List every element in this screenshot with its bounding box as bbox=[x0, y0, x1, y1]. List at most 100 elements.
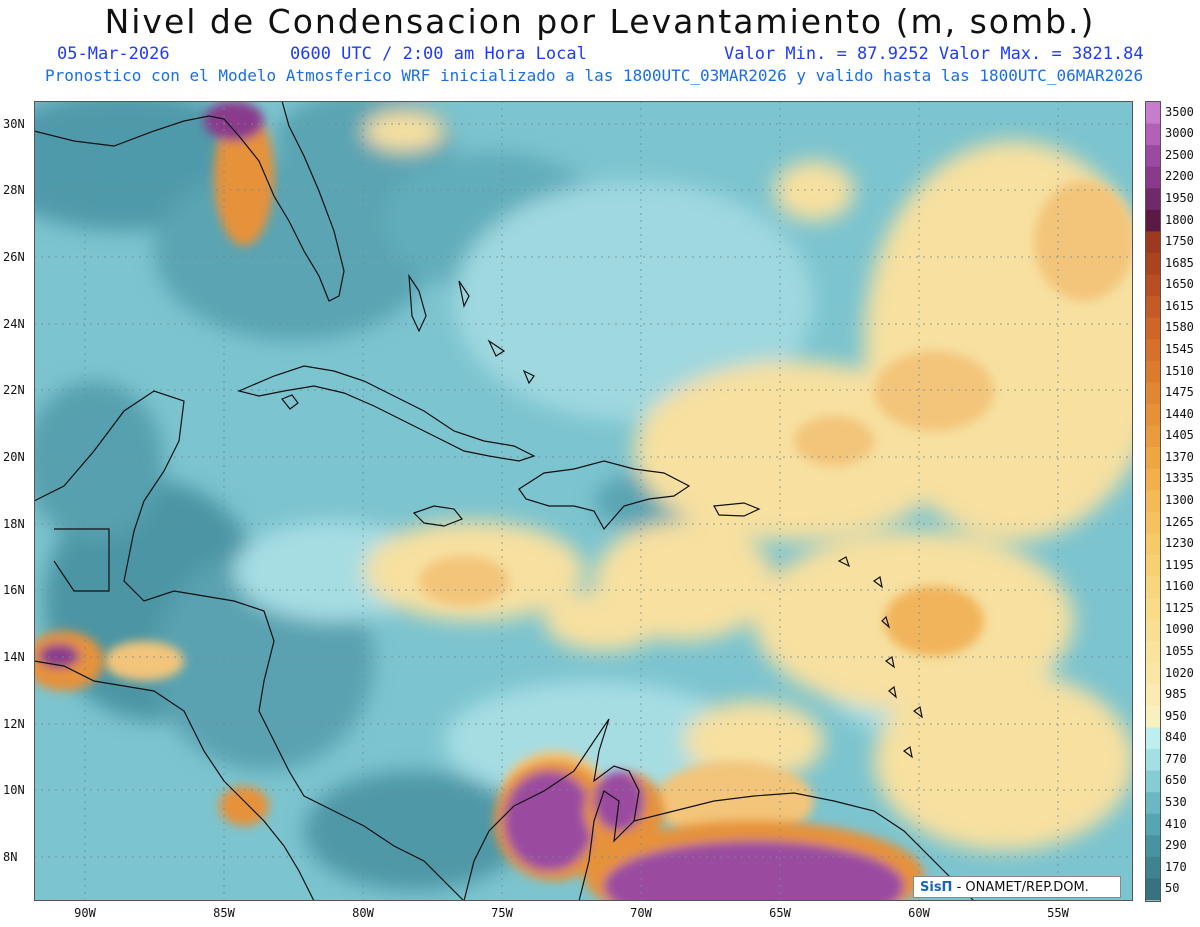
colorbar-swatch bbox=[1146, 231, 1160, 254]
lat-label-12n: 12N bbox=[3, 717, 25, 731]
colorbar-label: 290 bbox=[1165, 838, 1187, 853]
lat-label-24n: 24N bbox=[3, 317, 25, 331]
colorbar-swatch bbox=[1146, 339, 1160, 362]
colorbar-label: 1265 bbox=[1165, 514, 1194, 529]
colorbar-label: 530 bbox=[1165, 794, 1187, 809]
colorbar-swatch bbox=[1146, 641, 1160, 664]
colorbar-label: 985 bbox=[1165, 687, 1187, 702]
colorbar-swatch bbox=[1146, 662, 1160, 685]
time-label: 0600 UTC / 2:00 am Hora Local bbox=[290, 44, 587, 64]
colorbar-swatch bbox=[1146, 468, 1160, 491]
lat-label-10n: 10N bbox=[3, 783, 25, 797]
lon-label-80w: 80W bbox=[352, 906, 374, 920]
colorbar-label: 410 bbox=[1165, 816, 1187, 831]
colorbar-label: 650 bbox=[1165, 773, 1187, 788]
lat-label-30n: 30N bbox=[3, 117, 25, 131]
colorbar-swatch bbox=[1146, 619, 1160, 642]
colorbar-swatch bbox=[1146, 770, 1160, 793]
lcl-map bbox=[34, 101, 1133, 901]
colorbar-swatch bbox=[1146, 792, 1160, 815]
colorbar-label: 50 bbox=[1165, 881, 1180, 896]
colorbar-label: 1800 bbox=[1165, 212, 1194, 227]
colorbar-swatch bbox=[1146, 274, 1160, 297]
colorbar-label: 1405 bbox=[1165, 428, 1194, 443]
colorbar-swatch bbox=[1146, 382, 1160, 405]
colorbar-label: 1370 bbox=[1165, 449, 1194, 464]
colorbar-swatch bbox=[1146, 576, 1160, 599]
colorbar-swatch bbox=[1146, 705, 1160, 728]
colorbar-swatch bbox=[1146, 490, 1160, 513]
lat-label-26n: 26N bbox=[3, 250, 25, 264]
colorbar-swatch bbox=[1146, 403, 1160, 427]
minmax-label: Valor Min. = 87.9252 Valor Max. = 3821.8… bbox=[724, 44, 1144, 64]
colorbar bbox=[1145, 101, 1161, 902]
lon-label-90w: 90W bbox=[74, 906, 96, 920]
lon-label-60w: 60W bbox=[908, 906, 930, 920]
lat-label-20n: 20N bbox=[3, 450, 25, 464]
colorbar-label: 1510 bbox=[1165, 363, 1194, 378]
colorbar-swatch bbox=[1146, 252, 1160, 276]
colorbar-label: 2200 bbox=[1165, 169, 1194, 184]
colorbar-label: 170 bbox=[1165, 859, 1187, 874]
colorbar-label: 1580 bbox=[1165, 320, 1194, 335]
colorbar-swatch bbox=[1146, 749, 1160, 772]
colorbar-swatch bbox=[1146, 447, 1160, 470]
colorbar-label: 840 bbox=[1165, 730, 1187, 745]
forecast-note: Pronostico con el Modelo Atmosferico WRF… bbox=[45, 66, 1144, 85]
colorbar-label: 1545 bbox=[1165, 342, 1194, 357]
colorbar-swatch bbox=[1146, 813, 1160, 836]
colorbar-swatch bbox=[1146, 166, 1160, 189]
lon-label-75w: 75W bbox=[491, 906, 513, 920]
colorbar-label: 1335 bbox=[1165, 471, 1194, 486]
colorbar-swatch bbox=[1146, 102, 1160, 125]
lon-label-85w: 85W bbox=[213, 906, 235, 920]
colorbar-swatch bbox=[1146, 123, 1160, 146]
colorbar-swatch bbox=[1146, 209, 1160, 232]
credit-box: SisΠ - ONAMET/REP.DOM. bbox=[913, 876, 1121, 898]
colorbar-swatch bbox=[1146, 554, 1160, 577]
colorbar-label: 1650 bbox=[1165, 277, 1194, 292]
lat-label-28n: 28N bbox=[3, 183, 25, 197]
colorbar-swatch bbox=[1146, 425, 1160, 448]
colorbar-label: 1300 bbox=[1165, 493, 1194, 507]
colorbar-label: 1750 bbox=[1165, 234, 1194, 249]
colorbar-label: 1160 bbox=[1165, 579, 1194, 594]
colorbar-swatch bbox=[1146, 188, 1160, 211]
colorbar-swatch bbox=[1146, 684, 1160, 707]
colorbar-frame bbox=[1145, 101, 1161, 902]
colorbar-label: 1055 bbox=[1165, 643, 1194, 658]
colorbar-label: 1440 bbox=[1165, 406, 1194, 421]
colorbar-label: 1195 bbox=[1165, 557, 1194, 572]
colorbar-swatch bbox=[1146, 296, 1160, 319]
colorbar-swatch bbox=[1146, 317, 1160, 340]
lat-label-18n: 18N bbox=[3, 517, 25, 531]
colorbar-swatch bbox=[1146, 727, 1160, 750]
lat-label-14n: 14N bbox=[3, 650, 25, 664]
colorbar-label: 1950 bbox=[1165, 191, 1194, 206]
colorbar-label: 1090 bbox=[1165, 622, 1194, 637]
colorbar-label: 3500 bbox=[1165, 104, 1194, 119]
colorbar-label: 2500 bbox=[1165, 147, 1194, 162]
colorbar-label: 770 bbox=[1165, 751, 1187, 766]
colorbar-label: 1020 bbox=[1165, 665, 1194, 680]
colorbar-swatch bbox=[1146, 360, 1160, 383]
colorbar-label: 1475 bbox=[1165, 385, 1194, 400]
colorbar-swatch bbox=[1146, 878, 1160, 901]
lon-label-65w: 65W bbox=[769, 906, 791, 920]
colorbar-label: 1230 bbox=[1165, 536, 1194, 551]
colorbar-swatch bbox=[1146, 598, 1160, 621]
colorbar-label: 1685 bbox=[1165, 255, 1194, 270]
colorbar-swatch bbox=[1146, 835, 1160, 858]
lon-label-70w: 70W bbox=[630, 906, 652, 920]
colorbar-swatch bbox=[1146, 856, 1160, 879]
date-label: 05-Mar-2026 bbox=[57, 44, 170, 64]
colorbar-label: 1615 bbox=[1165, 298, 1194, 313]
colorbar-label: 950 bbox=[1165, 708, 1187, 723]
lon-label-55w: 55W bbox=[1047, 906, 1069, 920]
lat-label-16n: 16N bbox=[3, 583, 25, 597]
colorbar-swatch bbox=[1146, 511, 1160, 534]
map-title: Nivel de Condensacion por Levantamiento … bbox=[104, 2, 1096, 41]
sispi-logo: SisΠ bbox=[920, 880, 953, 895]
colorbar-label: 1125 bbox=[1165, 600, 1194, 615]
credit-text: - ONAMET/REP.DOM. bbox=[956, 880, 1089, 895]
